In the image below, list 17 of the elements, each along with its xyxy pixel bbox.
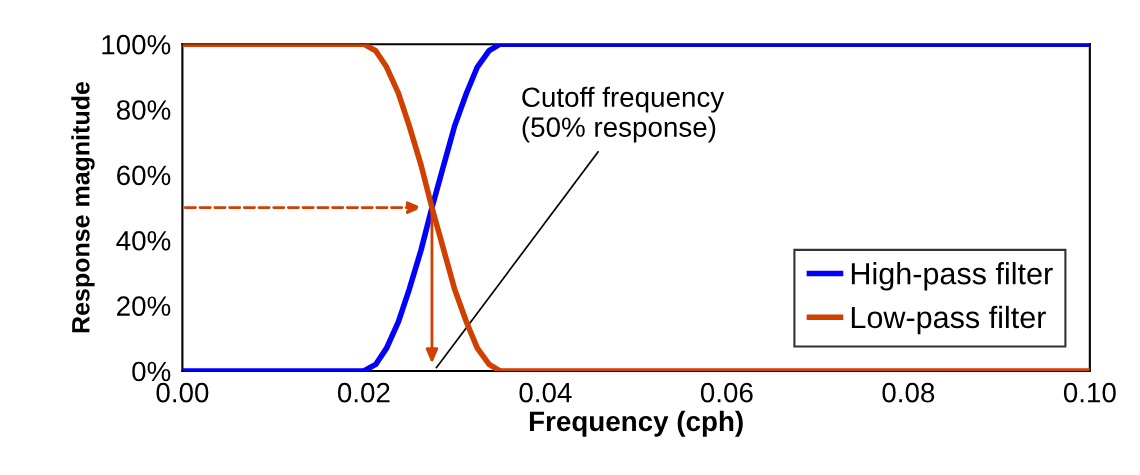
x-tick-label: 0.06 (700, 382, 753, 403)
annotation: Cutoff frequency (50% response) (522, 86, 725, 143)
x-tick-label: 0.08 (882, 382, 935, 403)
legend-label: Low-pass filter (851, 305, 1046, 335)
x-tick-label: 0.10 (1063, 382, 1116, 403)
x-tick-label: 0.04 (519, 382, 572, 403)
y-tick-label: 100% (102, 34, 171, 55)
x-axis-title: Frequency (cph) (529, 410, 743, 437)
x-tick-label: 0.00 (156, 382, 209, 403)
y-axis-title: Response magnitude (71, 82, 95, 333)
y-tick-label: 80% (116, 100, 171, 120)
legend-label: High-pass filter (851, 262, 1053, 291)
x-tick-label: 0.02 (337, 382, 390, 403)
y-tick-label: 40% (116, 230, 171, 251)
y-tick-label: 60% (117, 165, 171, 186)
y-tick-label: 20% (117, 296, 171, 316)
y-tick-label: 0% (132, 361, 171, 382)
